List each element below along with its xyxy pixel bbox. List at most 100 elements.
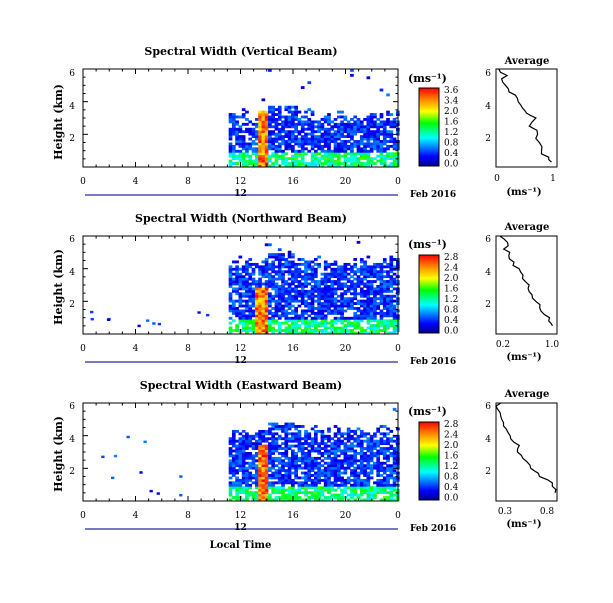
heatmap-cell [238,466,243,470]
heatmap-cell [307,262,312,266]
heatmap-cell [248,157,253,161]
heatmap-cell [333,270,338,274]
heatmap-cell [291,439,295,443]
heatmap-cell [297,272,302,276]
heatmap-cell [251,132,256,136]
heatmap-cell [310,280,315,283]
heatmap-cell [281,429,285,433]
heatmap-cell [284,469,289,472]
heatmap-cell [389,319,394,323]
heatmap-cell [248,159,253,163]
heatmap-cell [268,105,272,109]
heatmap-cell [317,262,321,266]
heatmap-cell [310,464,315,468]
heatmap-cell [323,461,328,465]
heatmap-cell [294,105,298,109]
heatmap-cell [333,476,338,480]
heatmap-cell [333,466,338,470]
heatmap-cell [258,464,262,468]
heatmap-cell [379,491,384,495]
heatmap-cell [369,439,374,443]
heatmap-cell [350,152,354,156]
heatmap-cell [291,262,295,266]
heatmap-cell [314,157,318,161]
heatmap-cell [287,481,292,485]
heatmap-area [228,69,400,168]
avg-y-tick-label: 4 [485,435,491,445]
heatmap-cell [238,144,243,148]
heatmap-cell [297,159,302,163]
heatmap-cell [376,289,381,293]
heatmap-cell [291,147,295,151]
heatmap-cell [346,159,351,163]
heatmap-cell [238,491,243,495]
heatmap-cell [340,142,344,146]
heatmap-cell [291,282,295,286]
heatmap-cell [261,270,266,274]
heatmap-cell [261,122,266,126]
heatmap-cell [333,135,338,138]
heatmap-cell [271,471,276,475]
heatmap-cell [386,122,390,126]
heatmap-cell [350,444,354,448]
heatmap-cell [323,135,328,138]
heatmap-cell [343,432,348,436]
heatmap-cell [389,491,394,495]
heatmap-cell [327,297,331,301]
heatmap-cell [277,434,282,438]
heatmap-cell [300,162,305,165]
heatmap-cell [228,285,233,288]
heatmap-cell [346,280,351,283]
heatmap-cell [268,496,272,499]
heatmap-cell [373,496,377,499]
heatmap-cell [389,331,394,335]
heatmap-cell [307,496,312,499]
heatmap-cell [284,135,289,138]
heatmap-cell [376,442,381,446]
heatmap-cell [300,122,305,126]
heatmap-cell [356,481,361,485]
heatmap-cell [258,439,262,443]
heatmap-cell [310,147,315,151]
heatmap-cell [317,324,321,328]
heatmap-cell [264,432,269,436]
heatmap-cell [258,115,262,119]
heatmap-cell [274,292,279,296]
heatmap-cell [297,299,302,303]
heatmap-cell [379,272,384,276]
y-ticks: 6 4 2 [69,69,75,144]
heatmap-cell [363,432,367,436]
heatmap-cell [284,130,289,134]
avg-x-tick-label: 0.8 [540,507,555,517]
heatmap-cell [287,297,292,301]
heatmap-cell [297,429,302,433]
heatmap-cell [346,140,351,143]
heatmap-cell [343,275,348,279]
heatmap-cell [350,469,354,472]
heatmap-cell [261,294,266,298]
heatmap-cell [317,442,321,446]
heatmap-cell [268,159,272,163]
heatmap-cell [235,469,239,472]
heatmap-cell [281,157,285,161]
heatmap-cell [268,118,272,121]
heatmap-cell [382,461,387,465]
heatmap-cell [261,452,266,455]
heatmap-cell [327,302,331,305]
heatmap-cell [287,287,292,291]
colorbar-tick-label: 0.8 [444,473,459,483]
heatmap-cell [264,243,269,247]
heatmap-cell [356,319,361,323]
heatmap-cell [376,144,381,148]
heatmap-cell [369,162,374,165]
heatmap-cell [320,140,325,143]
heatmap-cell [291,425,295,428]
heatmap-cell [363,329,367,332]
heatmap-cell [389,486,394,490]
x-tick-label: 12 [235,344,246,354]
heatmap-cell [258,127,262,131]
heatmap-cell [353,314,358,318]
heatmap-cell [392,307,397,310]
heatmap-cell [274,255,279,259]
heatmap-cell [254,280,259,283]
